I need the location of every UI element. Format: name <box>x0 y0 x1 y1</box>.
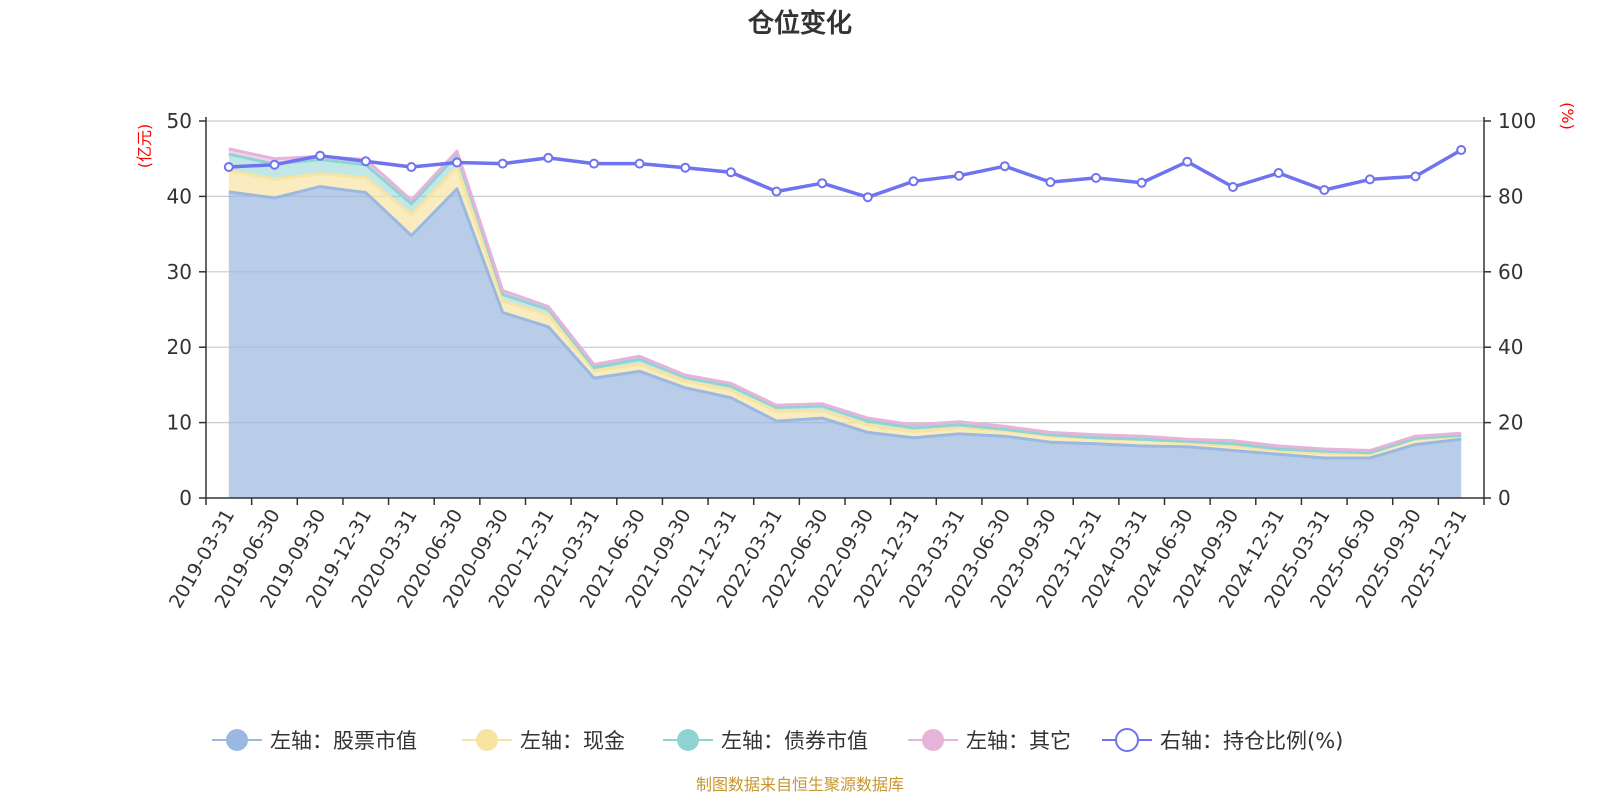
left-tick-label: 30 <box>167 260 192 284</box>
ratio-point <box>589 158 599 169</box>
legend-marker <box>1115 728 1139 752</box>
ratio-point <box>1182 156 1193 167</box>
left-tick-label: 50 <box>167 109 192 133</box>
right-tick-label: 60 <box>1498 260 1523 284</box>
legend: 左轴：股票市值 左轴：现金 左轴：债券市值 左轴：其它 右轴：持仓比例(%) <box>212 728 1343 753</box>
ratio-point <box>999 161 1010 172</box>
area-1 <box>228 186 1462 498</box>
ratio-point <box>223 162 234 172</box>
ratio-line <box>228 148 1463 199</box>
legend-label: 左轴：其它 <box>966 729 1071 753</box>
left-tick-label: 10 <box>167 411 192 435</box>
ratio-point <box>817 178 828 189</box>
left-axis-unit: (亿元) <box>135 124 154 169</box>
ratio-point <box>543 152 554 163</box>
area-edge-3 <box>228 152 1462 455</box>
ratio-point <box>634 158 645 169</box>
legend-marker <box>677 729 699 751</box>
left-tick-label: 40 <box>167 184 192 208</box>
legend-label: 左轴：现金 <box>520 729 625 753</box>
ratio-point <box>315 150 326 161</box>
ratio-point <box>1045 177 1056 188</box>
left-tick-label: 0 <box>179 486 192 510</box>
area-edge-1 <box>228 185 1462 460</box>
right-tick-label: 40 <box>1498 335 1523 359</box>
legend-label: 左轴：股票市值 <box>270 729 417 753</box>
legend-label: 左轴：债券市值 <box>721 729 868 753</box>
ratio-point <box>1456 145 1467 155</box>
chart-title: 仓位变化 <box>747 8 852 39</box>
legend-marker <box>226 729 248 751</box>
legend-marker <box>922 729 944 751</box>
area-edge-4 <box>228 147 1462 452</box>
ratio-point <box>1091 172 1101 183</box>
right-tick-label: 100 <box>1498 109 1536 133</box>
legend-marker <box>476 729 498 751</box>
ratio-line-series <box>223 145 1467 203</box>
legend-label: 右轴：持仓比例(%) <box>1160 729 1343 753</box>
ratio-point <box>725 167 736 178</box>
ratio-point <box>954 170 965 181</box>
ratio-point <box>1228 182 1238 192</box>
area-edge-2 <box>228 165 1462 455</box>
ratio-point <box>360 156 371 167</box>
right-tick-label: 0 <box>1498 486 1511 510</box>
ratio-point <box>452 157 462 168</box>
ratio-point <box>269 159 280 170</box>
ratio-point <box>771 186 782 197</box>
left-tick-label: 20 <box>167 335 192 359</box>
ratio-point <box>1410 171 1421 182</box>
ratio-point <box>1364 174 1375 185</box>
source-note: 制图数据来自恒生聚源数据库 <box>696 775 904 794</box>
right-tick-label: 20 <box>1498 411 1523 435</box>
right-axis-unit: (%) <box>1558 102 1577 130</box>
ratio-point <box>680 162 691 173</box>
ratio-point <box>497 158 508 169</box>
ratio-point <box>862 192 873 203</box>
area-series <box>228 147 1462 498</box>
ratio-point <box>908 176 919 187</box>
ratio-point <box>406 162 417 172</box>
ratio-point <box>1273 168 1284 178</box>
ratio-point <box>1319 185 1330 195</box>
ratio-point <box>1136 177 1147 188</box>
right-tick-label: 80 <box>1498 184 1523 208</box>
